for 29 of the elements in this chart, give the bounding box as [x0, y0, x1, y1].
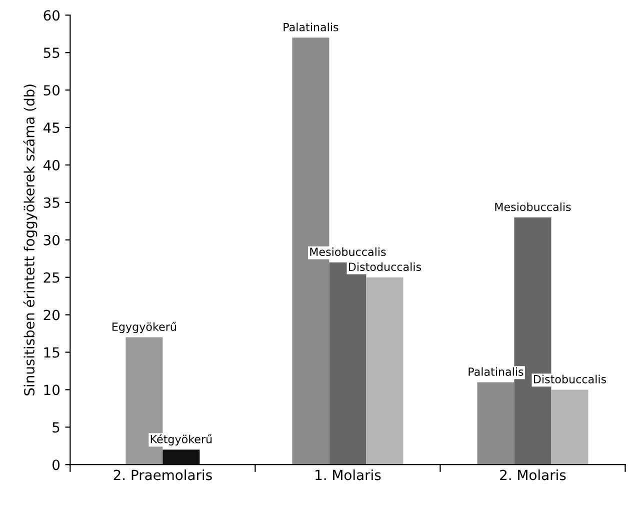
annotation: Distobuccalis [534, 374, 606, 384]
annotation: Mesiobuccalis [495, 202, 571, 212]
annotation: Mesiobuccalis [310, 247, 386, 256]
x-tick-label: 2. Praemolaris [114, 469, 212, 480]
bar [162, 450, 200, 465]
y-tick-label: 35 [44, 197, 60, 208]
annotation: Distoduccalis [348, 262, 422, 272]
y-tick-label: 60 [44, 10, 60, 21]
y-tick-label: 50 [44, 85, 60, 96]
y-tick-label: 10 [44, 384, 60, 396]
annotation: Kétgyökerű [150, 434, 212, 446]
y-tick-label: 55 [44, 48, 60, 58]
bar [551, 390, 588, 465]
y-tick-label: 5 [52, 422, 60, 433]
y-tick-label: 20 [44, 310, 60, 320]
bar [477, 382, 514, 465]
x-tick-label: 2. Molaris [500, 469, 566, 480]
y-tick-label: 15 [44, 347, 60, 358]
y-tick-label: 30 [44, 234, 60, 246]
annotation: Palatinalis [468, 367, 524, 376]
bar [366, 277, 404, 465]
annotation: Egygyökerű [112, 322, 176, 334]
y-tick-label: 25 [44, 272, 60, 283]
y-tick-label: 40 [43, 160, 60, 170]
y-tick-label: 0 [52, 460, 60, 470]
x-tick-label: 1. Molaris [316, 469, 381, 480]
y-tick-label: 45 [43, 122, 60, 133]
annotation: Palatinalis [284, 22, 338, 32]
y-axis-title: Sinusitisben érintett foggyökerek száma (db) [23, 84, 38, 396]
